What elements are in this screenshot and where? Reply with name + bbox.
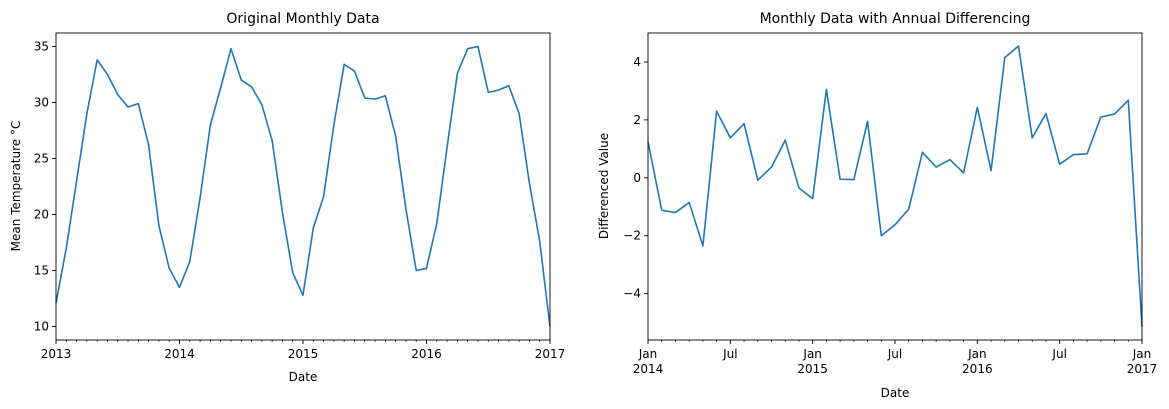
chart-annual-differencing: Monthly Data with Annual Differencing Da…: [597, 11, 1157, 400]
y-tick-label: 15: [34, 264, 49, 278]
axes-frame: [647, 32, 1143, 341]
x-tick-label: Jul: [1051, 347, 1066, 361]
y-tick-label: 20: [34, 208, 49, 222]
x-axis-label: Date: [881, 386, 910, 400]
x-tick-label: Jan: [1132, 347, 1152, 361]
x-axis-label: Date: [289, 370, 318, 384]
x-tick-label-year: 2015: [797, 362, 828, 376]
y-tick-label: −2: [623, 229, 641, 243]
y-axis-label: Differenced Value: [597, 133, 611, 239]
x-tick-label: 2016: [411, 347, 442, 361]
x-tick-label: 2014: [164, 347, 195, 361]
y-tick-label: 10: [34, 320, 49, 334]
y-tick-label: 25: [34, 151, 49, 165]
x-tick-label: Jul: [722, 347, 737, 361]
x-tick-label: Jan: [638, 347, 658, 361]
x-tick-label: Jan: [802, 347, 822, 361]
y-tick-label: 30: [34, 95, 49, 109]
y-tick-label: 0: [633, 171, 641, 185]
y-tick-label: 2: [633, 113, 641, 127]
y-axis-label: Mean Temperature °C: [9, 121, 23, 252]
series-line: [647, 45, 1143, 328]
x-tick-label: Jan: [967, 347, 987, 361]
chart-title: Original Monthly Data: [226, 11, 379, 27]
chart-original-monthly: Original Monthly Data Date Mean Temperat…: [9, 11, 565, 384]
y-tick-label: −4: [623, 287, 641, 301]
x-tick-label-year: 2017: [1127, 362, 1158, 376]
y-tick-label: 35: [34, 39, 49, 53]
x-tick-label-year: 2016: [962, 362, 993, 376]
x-tick-label: 2013: [41, 347, 72, 361]
x-tick-label: 2015: [288, 347, 319, 361]
series-line: [55, 45, 551, 327]
x-tick-label: 2017: [535, 347, 566, 361]
chart-title: Monthly Data with Annual Differencing: [760, 11, 1031, 27]
plot-area: 2013 2014 2015 2016 2017 10 15 20 25 30 35: [34, 32, 566, 361]
x-tick-label-year: 2014: [633, 362, 664, 376]
x-tick-label: Jul: [887, 347, 902, 361]
y-tick-label: 4: [633, 55, 641, 69]
